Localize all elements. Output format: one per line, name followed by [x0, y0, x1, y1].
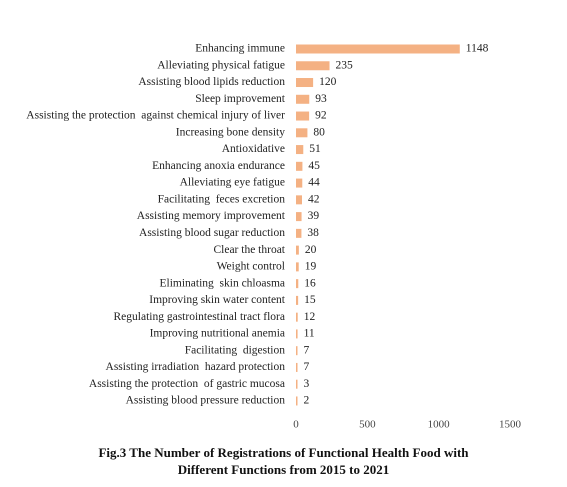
- value-label: 120: [319, 76, 337, 88]
- value-label: 44: [308, 177, 320, 189]
- category-label: Assisting blood lipids reduction: [138, 76, 285, 88]
- value-label: 12: [304, 311, 316, 323]
- x-tick-label: 1500: [499, 419, 522, 431]
- value-label: 38: [307, 227, 319, 239]
- bar: [296, 262, 299, 272]
- category-label: Enhancing anoxia endurance: [152, 160, 285, 172]
- category-label: Assisting blood pressure reduction: [126, 395, 286, 407]
- category-label: Enhancing immune: [195, 43, 285, 55]
- bar: [296, 228, 302, 238]
- value-label: 45: [308, 160, 320, 172]
- category-label: Assisting blood sugar reduction: [139, 227, 285, 239]
- value-label: 7: [304, 361, 310, 373]
- bar: [296, 245, 299, 255]
- bar: [296, 329, 298, 339]
- value-label: 7: [304, 344, 310, 356]
- bar: [296, 161, 303, 171]
- figure-caption-line-2: Different Functions from 2015 to 2021: [177, 462, 390, 477]
- x-tick-label: 0: [293, 419, 299, 431]
- category-label: Assisting memory improvement: [137, 210, 286, 222]
- bar: [296, 212, 302, 222]
- bar: [296, 346, 298, 356]
- value-label: 1148: [466, 43, 489, 55]
- bar: [296, 195, 302, 205]
- bar: [296, 312, 298, 322]
- bar: [296, 128, 308, 138]
- category-label: Alleviating physical fatigue: [157, 59, 285, 71]
- figure-caption-line-1: Fig.3 The Number of Registrations of Fun…: [98, 445, 469, 460]
- bar: [296, 396, 298, 406]
- category-label: Assisting irradiation hazard protection: [106, 361, 286, 373]
- x-tick-label: 1000: [428, 419, 451, 431]
- category-label: Facilitating feces excretion: [158, 193, 286, 205]
- bar: [296, 362, 298, 372]
- category-label: Weight control: [217, 261, 285, 273]
- value-label: 80: [313, 126, 325, 138]
- value-label: 93: [315, 93, 327, 105]
- value-label: 15: [304, 294, 316, 306]
- category-label: Sleep improvement: [195, 93, 286, 105]
- value-label: 235: [336, 59, 354, 71]
- category-label: Increasing bone density: [176, 126, 285, 138]
- value-label: 39: [308, 210, 320, 222]
- value-label: 16: [304, 277, 316, 289]
- x-tick-label: 500: [359, 419, 376, 431]
- category-label: Improving skin water content: [149, 294, 286, 306]
- bar: [296, 145, 304, 155]
- bar: [296, 78, 314, 88]
- value-label: 42: [308, 193, 320, 205]
- bar: [296, 279, 299, 289]
- category-label: Clear the throat: [213, 244, 285, 256]
- category-label: Improving nutritional anemia: [150, 328, 285, 340]
- bar: [296, 44, 460, 54]
- bar: [296, 178, 303, 188]
- bar: [296, 94, 310, 104]
- category-label: Alleviating eye fatigue: [180, 177, 285, 189]
- category-label: Assisting the protection against chemica…: [26, 110, 285, 122]
- value-label: 11: [304, 328, 315, 340]
- category-label: Antioxidative: [222, 143, 285, 155]
- category-label: Regulating gastrointestinal tract flora: [114, 311, 286, 323]
- value-label: 19: [305, 261, 317, 273]
- bar: [296, 111, 310, 121]
- category-label: Facilitating digestion: [185, 344, 286, 356]
- bar: [296, 61, 330, 71]
- value-label: 2: [304, 395, 310, 407]
- category-label: Eliminating skin chloasma: [159, 277, 285, 289]
- bar-chart: Enhancing immune 1148 Alleviating physical…: [26, 43, 522, 431]
- bar: [296, 379, 298, 389]
- value-label: 3: [304, 378, 310, 390]
- bar: [296, 295, 299, 305]
- value-label: 20: [305, 244, 317, 256]
- value-label: 92: [315, 110, 327, 122]
- value-label: 51: [309, 143, 321, 155]
- category-label: Assisting the protection of gastric muco…: [89, 378, 285, 390]
